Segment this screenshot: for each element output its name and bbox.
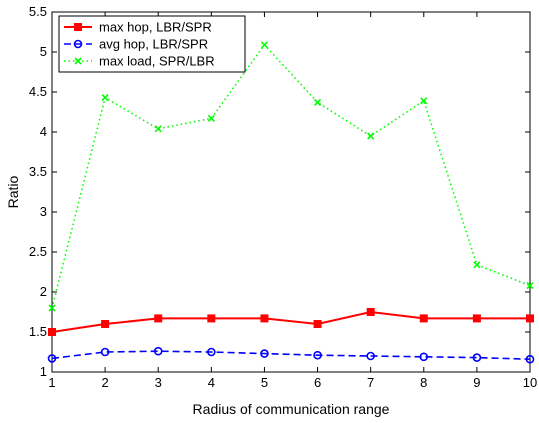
data-point bbox=[48, 328, 56, 336]
x-tick-label: 8 bbox=[420, 375, 427, 390]
data-point bbox=[100, 347, 110, 357]
data-point bbox=[101, 94, 109, 102]
series-line bbox=[51, 310, 530, 333]
data-point bbox=[526, 314, 534, 323]
y-tick-label: 1 bbox=[40, 364, 47, 379]
x-tick-label: 9 bbox=[473, 375, 480, 390]
y-tick-label: 3.5 bbox=[29, 164, 47, 179]
data-point bbox=[207, 347, 216, 357]
x-tick-label: 6 bbox=[314, 375, 321, 390]
legend-label: max hop, LBR/SPR bbox=[99, 20, 212, 35]
legend-marker bbox=[73, 39, 83, 49]
series-2 bbox=[47, 346, 535, 364]
y-tick-label: 5.5 bbox=[29, 4, 47, 19]
data-point bbox=[366, 308, 375, 316]
data-point bbox=[313, 98, 322, 106]
data-point bbox=[420, 97, 428, 105]
x-tick-label: 3 bbox=[155, 375, 162, 390]
series-1 bbox=[48, 308, 534, 336]
data-point bbox=[419, 352, 429, 362]
data-point bbox=[260, 349, 269, 358]
data-point bbox=[313, 350, 322, 360]
x-tick-label: 7 bbox=[367, 375, 374, 390]
data-point bbox=[525, 354, 535, 364]
y-tick-label: 2.5 bbox=[29, 244, 47, 259]
y-tick-label: 4 bbox=[40, 124, 47, 139]
legend-marker bbox=[74, 23, 82, 31]
series-layer bbox=[47, 41, 535, 364]
data-point bbox=[473, 261, 481, 269]
data-point bbox=[153, 346, 163, 356]
data-point bbox=[313, 320, 322, 328]
x-axis-title: Radius of communication range bbox=[193, 401, 390, 417]
data-point bbox=[207, 114, 215, 122]
data-point bbox=[472, 353, 482, 362]
y-axis-title: Ratio bbox=[5, 175, 21, 208]
data-point bbox=[48, 304, 56, 312]
data-point bbox=[154, 314, 163, 323]
y-tick-label: 5 bbox=[40, 44, 47, 59]
data-point bbox=[154, 125, 162, 133]
legend-label: avg hop, LBR/SPR bbox=[99, 37, 208, 52]
series-line bbox=[51, 43, 531, 309]
y-axis: 1 1.5 2 2.5 3 3.5 4 4.5 5 5.5 bbox=[29, 4, 530, 379]
y-tick-label: 2 bbox=[40, 284, 47, 299]
data-point bbox=[419, 314, 428, 323]
data-point bbox=[47, 354, 57, 363]
data-point bbox=[366, 351, 375, 361]
x-tick-label: 1 bbox=[48, 375, 55, 390]
data-point bbox=[207, 314, 216, 323]
data-point bbox=[101, 320, 110, 328]
series-line bbox=[51, 350, 531, 360]
x-tick-label: 10 bbox=[523, 375, 537, 390]
x-tick-label: 2 bbox=[101, 375, 108, 390]
legend: max hop, LBR/SPR avg hop, LBR/SPR max load… bbox=[58, 15, 246, 73]
x-tick-label: 4 bbox=[208, 375, 215, 390]
x-tick-label: 5 bbox=[261, 375, 268, 390]
legend-label: max load, SPR/LBR bbox=[99, 54, 215, 69]
series-3 bbox=[48, 41, 534, 312]
data-point bbox=[367, 132, 375, 140]
legend-marker bbox=[74, 57, 82, 65]
x-axis: 1 2 3 4 5 6 7 8 9 10 bbox=[48, 12, 537, 390]
data-point bbox=[472, 314, 481, 323]
data-point bbox=[526, 282, 534, 290]
y-tick-label: 1.5 bbox=[29, 324, 47, 339]
data-point bbox=[260, 41, 269, 49]
y-tick-label: 4.5 bbox=[29, 84, 47, 99]
y-tick-label: 3 bbox=[40, 204, 47, 219]
data-point bbox=[260, 314, 269, 323]
